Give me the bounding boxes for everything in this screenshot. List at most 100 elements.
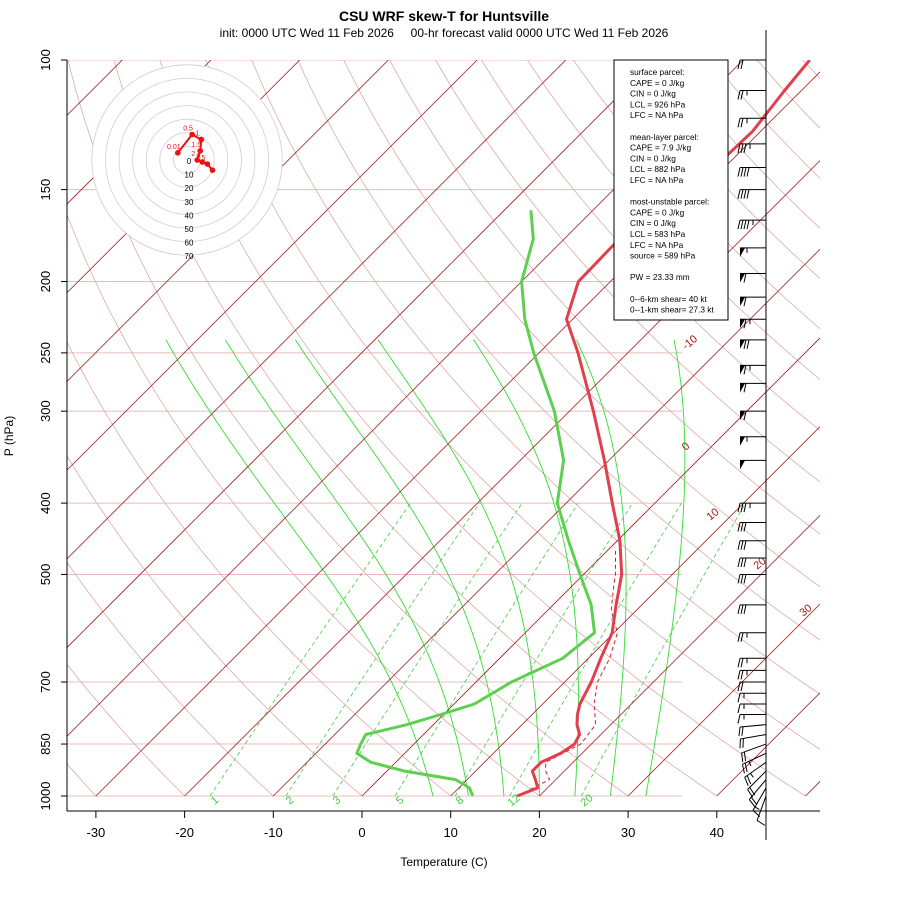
parcel-trace — [516, 547, 618, 797]
barb-flag — [737, 90, 741, 100]
barb-flag — [737, 143, 741, 153]
dry-adiabat — [481, 60, 820, 432]
barb-pennant — [740, 411, 745, 421]
wind-barb — [737, 502, 766, 513]
hodograph-point — [204, 161, 211, 167]
y-tick-label: 400 — [38, 492, 53, 514]
isotherm — [67, 60, 212, 205]
legend-line: most-unstable parcel: — [630, 197, 709, 207]
barb-flag — [737, 59, 741, 70]
wind-barb — [740, 272, 766, 283]
barb-flag — [740, 189, 744, 199]
legend-line: CIN = 0 J/kg — [630, 89, 676, 99]
x-tick-label: -20 — [175, 825, 194, 840]
isotherm — [273, 248, 820, 797]
barb-flag — [743, 411, 747, 421]
barb-flag — [750, 796, 758, 805]
legend-line: CIN = 0 J/kg — [630, 153, 676, 163]
barb-flag — [743, 522, 747, 532]
barb-flag — [743, 604, 747, 615]
y-tick-label: 200 — [38, 271, 53, 293]
dry-adiabat — [435, 60, 820, 483]
moist-adiabat — [576, 339, 627, 797]
barb-flag — [737, 658, 741, 668]
legend-line: LFC = NA hPa — [630, 175, 684, 185]
legend-line: CIN = 0 J/kg — [630, 218, 676, 228]
barb-flag — [740, 118, 744, 128]
barb-flag — [740, 557, 744, 568]
dry-adiabat — [67, 561, 274, 797]
legend-line: mean-layer parcel: — [630, 132, 699, 142]
barb-pennant — [740, 339, 745, 349]
hodograph-height-label: 2 — [191, 151, 195, 158]
wind-barb — [741, 752, 767, 774]
wind-barb — [740, 247, 766, 257]
hodograph-point — [189, 131, 195, 138]
legend-line: LFC = NA hPa — [630, 110, 684, 120]
barb-flag — [737, 118, 741, 128]
isotherm-label: -10 — [680, 333, 700, 352]
barb-staff — [742, 752, 767, 765]
x-tick-label: -30 — [87, 825, 106, 840]
barb-half — [750, 772, 754, 778]
hodograph-background — [92, 65, 282, 255]
barb-flag — [744, 777, 749, 786]
barb-flag — [746, 339, 750, 349]
barb-flag — [741, 752, 744, 763]
barb-flag — [740, 540, 744, 550]
hodograph-ring-label: 20 — [185, 184, 194, 193]
y-tick-label: 1000 — [38, 782, 53, 811]
wind-barb — [737, 604, 766, 615]
hodograph-ring — [159, 132, 215, 188]
isotherm — [67, 60, 655, 649]
mixing-ratio-line — [509, 502, 682, 797]
barb-flag — [743, 383, 747, 393]
barb-flag — [740, 574, 744, 584]
mixing-ratio-label: 20 — [579, 792, 596, 809]
barb-flag — [737, 540, 741, 550]
wind-barb — [740, 364, 766, 375]
barb-flag — [740, 681, 744, 692]
barb-flag — [752, 810, 761, 818]
barb-flag — [740, 219, 744, 230]
hodograph-ring-label: 70 — [185, 252, 194, 261]
mixing-ratio-line — [580, 502, 746, 797]
barb-flag — [737, 632, 741, 642]
hodograph-point — [194, 157, 200, 163]
barb-flag — [740, 503, 744, 513]
barb-flag — [740, 167, 744, 177]
dry-adiabat — [67, 663, 185, 797]
barb-half — [754, 806, 760, 810]
wind-barb — [740, 296, 766, 307]
legend-line: CAPE = 0 J/kg — [630, 78, 685, 88]
x-tick-label: 30 — [621, 825, 635, 840]
barb-flag — [737, 604, 741, 615]
wind-barb — [737, 573, 766, 584]
barb-staff — [752, 787, 767, 811]
hodograph-height-label: 1.5 — [191, 142, 201, 149]
isotherm — [450, 426, 820, 797]
barb-flag — [737, 681, 741, 692]
dry-adiabat — [251, 60, 820, 695]
hodograph-height-label: 6 — [196, 153, 200, 160]
wind-barb — [737, 692, 766, 703]
wind-barb — [747, 770, 767, 798]
barb-flag — [737, 219, 741, 230]
barb-pennant — [740, 436, 745, 446]
barb-pennant — [740, 460, 745, 470]
moist-adiabat — [295, 339, 505, 797]
barb-staff — [741, 743, 767, 754]
hodograph-height-label: 5 — [201, 155, 205, 162]
barb-flag — [737, 703, 741, 714]
wind-barb — [737, 540, 766, 550]
legend-line: CAPE = 7.9 J/kg — [630, 143, 691, 153]
barb-flag — [743, 167, 747, 177]
moist-adiabat — [473, 339, 579, 797]
wind-barb — [756, 795, 767, 826]
barb-flag — [737, 557, 741, 568]
dry-adiabat — [849, 60, 900, 796]
wind-barb — [737, 521, 766, 532]
barb-flag — [740, 632, 744, 642]
